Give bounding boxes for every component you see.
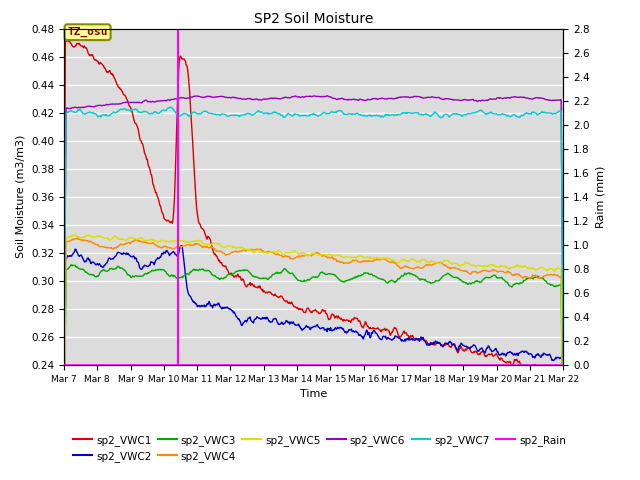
Legend: sp2_VWC1, sp2_VWC2, sp2_VWC3, sp2_VWC4, sp2_VWC5, sp2_VWC6, sp2_VWC7, sp2_Rain: sp2_VWC1, sp2_VWC2, sp2_VWC3, sp2_VWC4, … bbox=[69, 431, 570, 466]
Y-axis label: Soil Moisture (m3/m3): Soil Moisture (m3/m3) bbox=[15, 135, 26, 259]
Title: SP2 Soil Moisture: SP2 Soil Moisture bbox=[254, 12, 373, 26]
X-axis label: Time: Time bbox=[300, 389, 327, 399]
Text: TZ_osu: TZ_osu bbox=[67, 27, 108, 37]
Y-axis label: Raim (mm): Raim (mm) bbox=[595, 166, 605, 228]
